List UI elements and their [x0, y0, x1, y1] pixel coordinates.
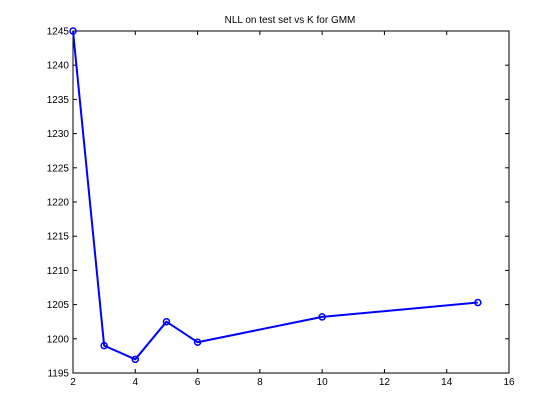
x-tick-label: 10 — [317, 377, 329, 388]
x-axis: 2 4 6 8 10 12 14 16 — [70, 31, 515, 388]
y-tick-label: 1200 — [47, 334, 70, 345]
x-tick-label: 12 — [379, 377, 391, 388]
y-tick-label: 1225 — [47, 163, 70, 174]
x-tick-label: 4 — [133, 377, 139, 388]
data-point — [162, 317, 171, 326]
x-tick-label: 8 — [257, 377, 263, 388]
data-point — [69, 27, 77, 35]
x-tick-label: 2 — [70, 377, 76, 388]
chart-title: NLL on test set vs K for GMM — [225, 15, 356, 26]
x-tick-label: 6 — [195, 377, 201, 388]
y-tick-label: 1230 — [47, 129, 70, 140]
series-layer — [69, 27, 482, 364]
series-line — [72, 30, 478, 361]
x-tick-label: 16 — [503, 377, 515, 388]
data-point — [318, 313, 326, 321]
data-point — [193, 338, 202, 346]
x-tick-label: 14 — [441, 377, 453, 388]
y-tick-label: 1220 — [47, 198, 70, 209]
y-tick-label: 1205 — [47, 300, 70, 311]
plot-area — [72, 30, 510, 374]
y-axis: 1195 1200 1205 1210 1215 1220 1225 1230 1235 1240… — [47, 27, 509, 380]
data-point — [100, 341, 108, 350]
data-point — [474, 298, 482, 307]
y-tick-label: 1215 — [47, 232, 70, 243]
y-tick-label: 1235 — [47, 95, 70, 106]
y-tick-label: 1195 — [47, 369, 69, 380]
y-tick-label: 1245 — [47, 27, 70, 38]
y-tick-label: 1210 — [47, 266, 70, 277]
y-tick-label: 1240 — [47, 61, 70, 72]
data-point — [131, 355, 140, 364]
